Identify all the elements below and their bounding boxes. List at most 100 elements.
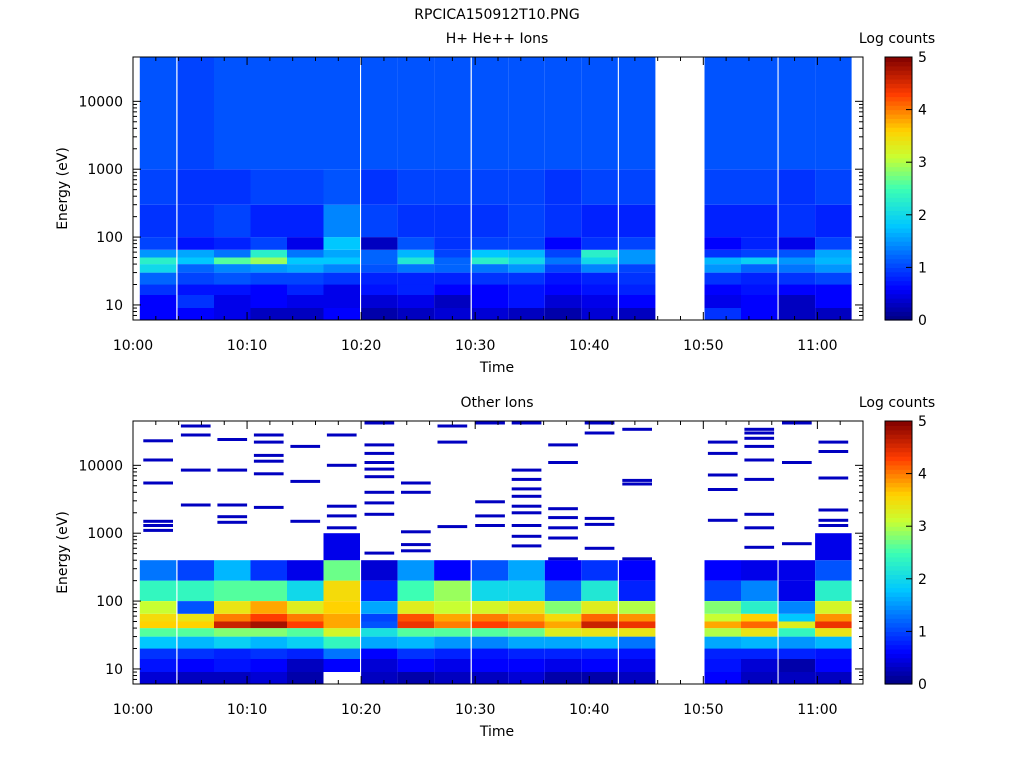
sparse-line — [253, 472, 284, 476]
heatmap-cell — [434, 621, 471, 629]
heatmap-cell — [250, 659, 287, 672]
x-tick-label: 10:30 — [455, 338, 495, 354]
heatmap-cell — [581, 308, 618, 320]
heatmap-cell — [177, 628, 214, 637]
heatmap-cell — [508, 249, 545, 258]
heatmap-cell — [508, 57, 545, 170]
heatmap-cell — [544, 648, 582, 659]
heatmap-cell — [434, 672, 471, 684]
heatmap-cell — [778, 628, 816, 637]
sparse-line — [217, 515, 248, 519]
sparse-line — [437, 525, 468, 529]
colorbar-frame — [884, 420, 913, 685]
heatmap-cell — [139, 613, 177, 622]
heatmap-cell — [397, 295, 435, 308]
sparse-line — [180, 503, 211, 507]
heatmap-cell — [214, 636, 251, 649]
heatmap-cell — [214, 57, 251, 170]
heatmap-cell — [544, 204, 582, 238]
sparse-line — [511, 421, 542, 425]
heatmap-cell — [508, 560, 545, 581]
colorbar-segment — [885, 587, 912, 593]
heatmap-cell — [581, 257, 618, 265]
colorbar-segment — [885, 421, 912, 426]
heatmap-cell — [471, 621, 509, 629]
heatmap-cell — [361, 249, 398, 258]
sparse-line — [548, 557, 578, 561]
heatmap-cell — [508, 628, 545, 637]
colorbar-segment — [885, 302, 912, 308]
heatmap-cell — [434, 272, 471, 285]
heatmap-cell — [471, 295, 509, 308]
heatmap-cell — [287, 601, 324, 614]
heatmap-cell — [741, 628, 778, 637]
heatmap-cell — [544, 659, 582, 672]
heatmap-cell — [139, 560, 177, 581]
heatmap-cell — [741, 601, 778, 614]
heatmap-cell — [471, 580, 509, 601]
heatmap-cell — [581, 580, 618, 601]
heatmap-cell — [544, 308, 582, 320]
heatmap-cell — [214, 264, 251, 273]
heatmap-cell — [471, 169, 509, 205]
heatmap-cell — [815, 257, 852, 265]
sparse-line — [622, 557, 652, 561]
heatmap-cell — [214, 284, 251, 295]
colorbar-segment — [885, 241, 912, 247]
heatmap-cell — [434, 601, 471, 614]
heatmap-cell — [434, 57, 471, 170]
heatmap-cell — [287, 237, 324, 250]
sparse-line — [437, 440, 468, 444]
heatmap-cell — [581, 672, 618, 684]
heatmap-cell — [508, 601, 545, 614]
sparse-line — [326, 526, 357, 530]
heatmap-cell — [704, 237, 741, 250]
heatmap-cell — [741, 672, 778, 684]
heatmap-cell — [250, 628, 287, 637]
heatmap-cell — [323, 636, 360, 649]
heatmap-cell — [323, 621, 360, 629]
colorbar-segment — [885, 57, 912, 62]
heatmap-cell — [471, 249, 509, 258]
heatmap-cell — [361, 272, 398, 285]
heatmap-cell — [139, 272, 177, 285]
heatmap-cell — [323, 601, 360, 614]
sparse-line — [548, 516, 578, 520]
heatmap-cell — [250, 636, 287, 649]
colorbar-segment — [885, 162, 912, 168]
heatmap-cell — [815, 308, 852, 320]
sparse-line — [511, 504, 542, 508]
heatmap-cell — [177, 169, 214, 205]
heatmap-cell — [471, 628, 509, 637]
heatmap-cell — [397, 264, 435, 273]
sparse-line — [818, 518, 849, 522]
heatmap-cell — [139, 628, 177, 637]
sparse-line — [290, 444, 321, 448]
x-tick-label: 10:20 — [341, 702, 381, 718]
sparse-line — [511, 468, 542, 472]
heatmap-cell — [618, 560, 656, 581]
heatmap-cell — [323, 533, 360, 561]
heatmap-cell — [581, 237, 618, 250]
heatmap-cells — [139, 57, 852, 320]
colorbar-segment — [885, 600, 912, 606]
colorbar-tick-label: 5 — [918, 414, 927, 430]
heatmap-cell — [508, 204, 545, 238]
y-tick-label: 100 — [96, 230, 123, 246]
sparse-line — [744, 512, 775, 516]
colorbar-segment — [885, 170, 912, 176]
heatmap-cell — [815, 601, 852, 614]
heatmap-cell — [250, 295, 287, 308]
heatmap-cell — [139, 204, 177, 238]
heatmap-cell — [618, 249, 656, 258]
colorbar-segment — [885, 113, 912, 119]
colorbar-segment — [885, 556, 912, 562]
sparse-line — [143, 439, 173, 443]
heatmap-cell — [815, 560, 852, 581]
heatmap-cell — [581, 295, 618, 308]
heatmap-cell — [581, 628, 618, 637]
colorbar-segment — [885, 284, 912, 290]
sparse-line — [707, 518, 738, 522]
heatmap-cell — [704, 628, 741, 637]
colorbar-segment — [885, 315, 912, 321]
